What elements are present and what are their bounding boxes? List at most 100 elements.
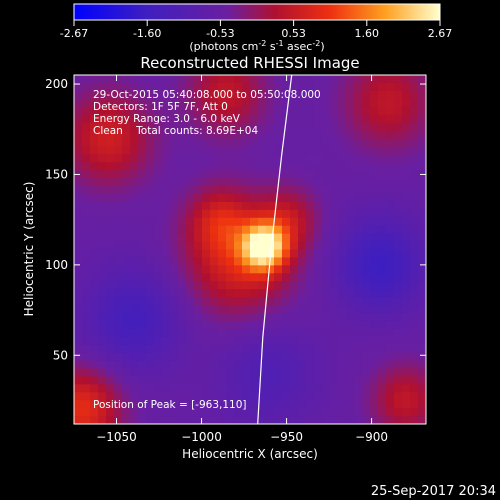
heatmap-cell	[218, 281, 227, 290]
heatmap-cell	[410, 361, 419, 370]
heatmap-cell	[274, 376, 283, 385]
colorbar-gradient	[74, 4, 440, 20]
heatmap-cell	[74, 107, 83, 116]
heatmap-cell	[210, 329, 219, 338]
heatmap-cell	[362, 250, 371, 259]
heatmap-cell	[146, 257, 155, 266]
heatmap-cell	[226, 321, 235, 330]
heatmap-cell	[338, 234, 347, 243]
heatmap-cell	[354, 376, 363, 385]
heatmap-cell	[90, 242, 99, 251]
heatmap-cell	[306, 257, 315, 266]
heatmap-cell	[178, 265, 187, 274]
heatmap-cell	[234, 234, 243, 243]
heatmap-cell	[314, 376, 323, 385]
heatmap-cell	[242, 353, 251, 362]
heatmap-cell	[386, 91, 395, 100]
heatmap-cell	[346, 400, 355, 409]
heatmap-cell	[394, 273, 403, 282]
heatmap-cell	[330, 226, 339, 235]
heatmap-cell	[306, 376, 315, 385]
heatmap-cell	[314, 131, 323, 140]
heatmap-cell	[394, 313, 403, 322]
heatmap-cell	[410, 257, 419, 266]
heatmap-cell	[394, 257, 403, 266]
heatmap-cell	[146, 146, 155, 155]
heatmap-cell	[306, 131, 315, 140]
heatmap-cell	[130, 337, 139, 346]
heatmap-cell	[298, 361, 307, 370]
heatmap-cell	[282, 321, 291, 330]
heatmap-cell	[362, 202, 371, 211]
heatmap-cell	[362, 75, 371, 84]
heatmap-cell	[106, 376, 115, 385]
heatmap-cell	[74, 361, 83, 370]
heatmap-cell	[258, 321, 267, 330]
heatmap-cell	[114, 361, 123, 370]
heatmap-cell	[210, 194, 219, 203]
heatmap-cell	[82, 337, 91, 346]
heatmap-cell	[226, 337, 235, 346]
heatmap-cell	[250, 170, 259, 179]
heatmap-cell	[242, 202, 251, 211]
heatmap-cell	[298, 337, 307, 346]
heatmap-cell	[130, 186, 139, 195]
heatmap-cell	[226, 154, 235, 163]
heatmap-cell	[162, 257, 171, 266]
heatmap-cell	[202, 368, 211, 377]
heatmap-cell	[338, 400, 347, 409]
heatmap-cell	[346, 257, 355, 266]
heatmap-cell	[154, 329, 163, 338]
heatmap-cell	[258, 170, 267, 179]
heatmap-cell	[154, 162, 163, 171]
heatmap-cell	[370, 361, 379, 370]
heatmap-cell	[410, 99, 419, 108]
heatmap-cell	[370, 138, 379, 147]
heatmap-cell	[370, 178, 379, 187]
heatmap-cell	[354, 368, 363, 377]
heatmap-cell	[202, 202, 211, 211]
heatmap-cell	[394, 368, 403, 377]
heatmap-cell	[402, 218, 411, 227]
heatmap-cell	[346, 83, 355, 92]
heatmap-cell	[394, 91, 403, 100]
heatmap-cell	[298, 170, 307, 179]
heatmap-cell	[242, 115, 251, 124]
heatmap-cell	[74, 115, 83, 124]
heatmap-cell	[82, 273, 91, 282]
heatmap-cell	[378, 83, 387, 92]
heatmap-cell	[202, 178, 211, 187]
heatmap-cell	[218, 138, 227, 147]
heatmap-cell	[306, 194, 315, 203]
heatmap-cell	[130, 353, 139, 362]
heatmap-cell	[370, 91, 379, 100]
heatmap-cell	[346, 115, 355, 124]
heatmap-cell	[82, 99, 91, 108]
heatmap-cell	[138, 353, 147, 362]
heatmap-cell	[162, 138, 171, 147]
heatmap-cell	[90, 305, 99, 314]
heatmap-cell	[418, 194, 427, 203]
heatmap-cell	[250, 146, 259, 155]
heatmap-cell	[274, 384, 283, 393]
heatmap-cell	[378, 154, 387, 163]
heatmap-cell	[234, 138, 243, 147]
heatmap-cell	[418, 313, 427, 322]
heatmap-cell	[258, 210, 267, 219]
heatmap-cell	[338, 297, 347, 306]
heatmap-cell	[290, 162, 299, 171]
heatmap-cell	[178, 194, 187, 203]
heatmap-cell	[330, 234, 339, 243]
heatmap-cell	[298, 289, 307, 298]
heatmap-cell	[282, 186, 291, 195]
heatmap-cell	[90, 416, 99, 425]
heatmap-cell	[74, 329, 83, 338]
heatmap-cell	[394, 226, 403, 235]
heatmap-cell	[138, 329, 147, 338]
heatmap-cell	[354, 162, 363, 171]
heatmap-cell	[250, 289, 259, 298]
heatmap-cell	[170, 138, 179, 147]
heatmap-cell	[322, 368, 331, 377]
heatmap-cell	[282, 289, 291, 298]
heatmap-cell	[306, 107, 315, 116]
